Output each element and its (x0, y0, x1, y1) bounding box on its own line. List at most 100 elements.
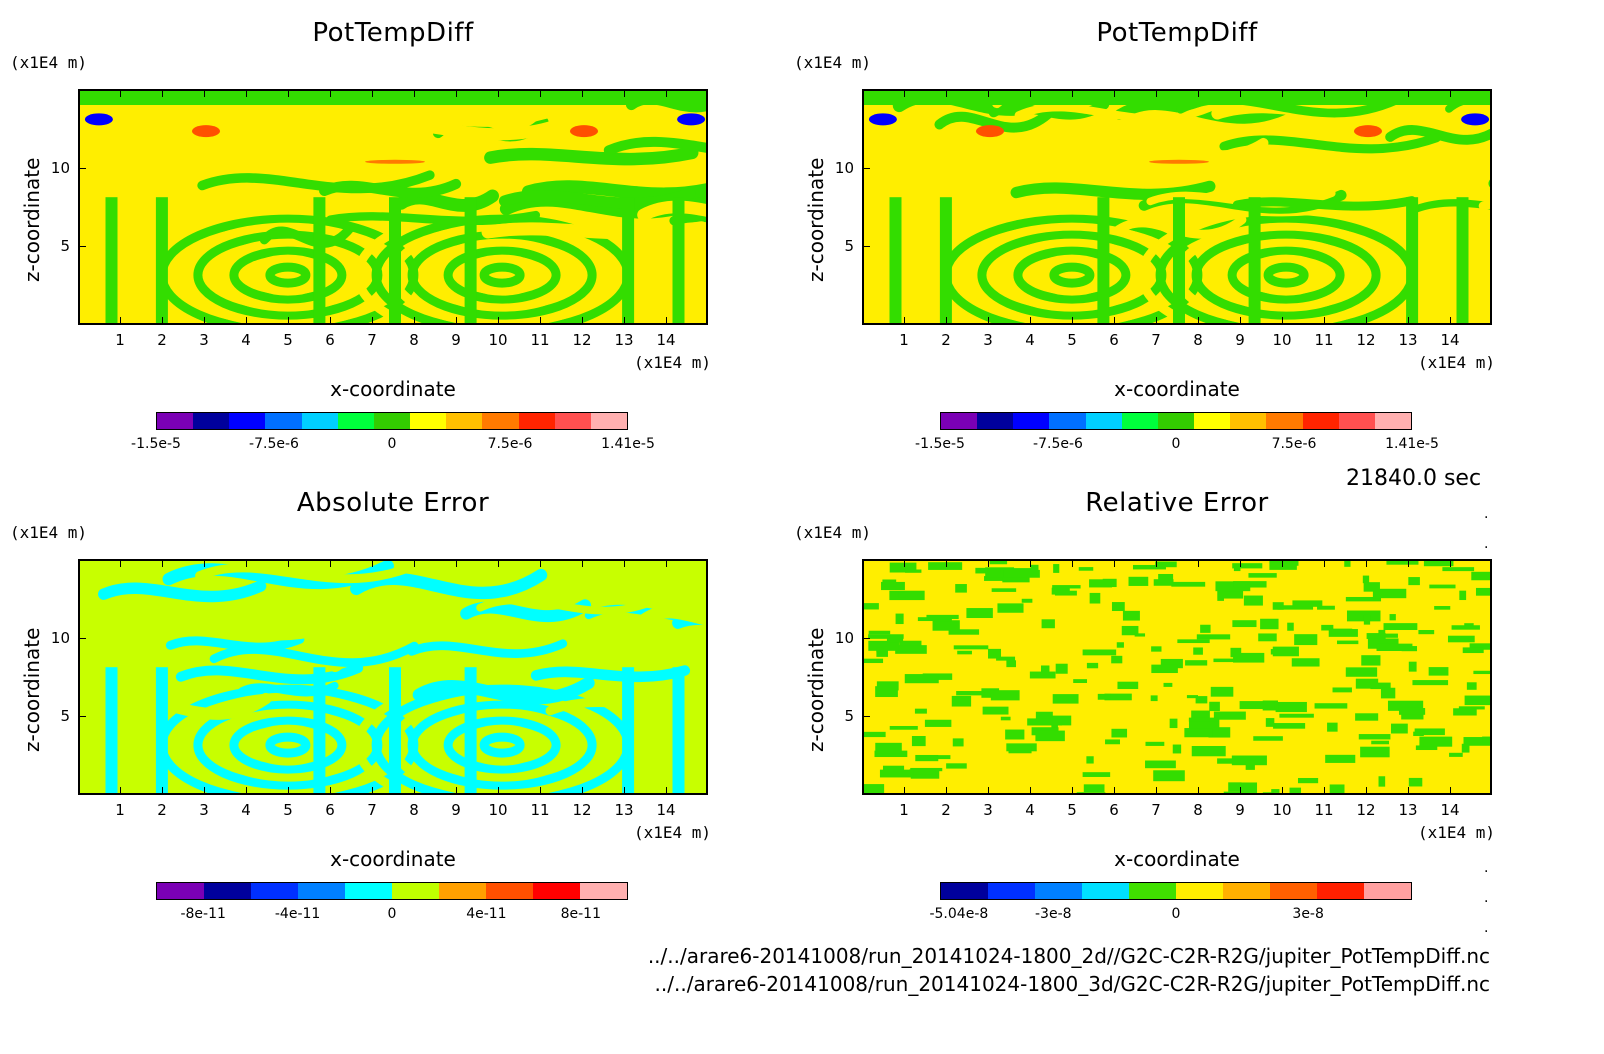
noise-patch (911, 735, 926, 747)
noise-patch (1370, 682, 1391, 690)
contour-band (498, 187, 696, 209)
colorbar-segment (1364, 883, 1411, 899)
x-tick-mark (624, 89, 625, 97)
noise-patch (1228, 782, 1242, 792)
noise-patch (1116, 642, 1124, 648)
noise-patch (1291, 658, 1320, 667)
noise-patch (1089, 592, 1101, 604)
noise-patch (1008, 745, 1032, 754)
x-tick-mark (1030, 317, 1031, 325)
noise-patch (1463, 737, 1490, 746)
contour-band (407, 700, 597, 790)
x-tick-label: 3 (199, 331, 209, 349)
noise-patch (864, 731, 886, 738)
x-tick-mark (1408, 317, 1409, 325)
noise-patch (953, 645, 989, 650)
noise-patch (932, 620, 960, 631)
noise-patch (1233, 566, 1241, 572)
contour-band (622, 197, 635, 323)
noise-patch (1391, 723, 1408, 734)
noise-patch (1265, 718, 1275, 727)
noise-patch (1208, 727, 1231, 738)
noise-patch (1434, 606, 1451, 610)
x-tick-label: 4 (241, 801, 251, 819)
contour-band (1456, 197, 1469, 323)
x-tick-label: 7 (367, 801, 377, 819)
x-tick-mark (498, 559, 499, 567)
x-tick-mark (372, 89, 373, 97)
marker-dot: . (1484, 536, 1489, 552)
x-tick-label: 14 (656, 801, 676, 819)
x-tick-mark (246, 89, 247, 97)
noise-patch (1002, 574, 1030, 583)
x-tick-mark (204, 787, 205, 795)
x-tick-mark (1030, 559, 1031, 567)
colorbar-label: -1.5e-5 (131, 436, 181, 452)
noise-patch (990, 690, 1020, 701)
noise-patch (1376, 643, 1413, 651)
noise-patch (889, 562, 917, 573)
noise-patch (1035, 730, 1065, 742)
contour-band (545, 697, 706, 719)
x-tick-mark (120, 89, 121, 97)
x-tick-label: 10 (1272, 331, 1292, 349)
x-tick-label: 5 (1067, 801, 1077, 819)
noise-patch (948, 629, 980, 635)
contour-band (257, 147, 426, 167)
contour-band (622, 667, 635, 793)
noise-patch (889, 590, 925, 601)
colorbar-segment (392, 883, 439, 899)
contour-band (479, 262, 525, 288)
x-tick-mark (904, 317, 905, 325)
contour-band (1014, 133, 1126, 149)
noise-patch (868, 630, 891, 635)
colorbar-segment (1035, 883, 1082, 899)
noise-patch (1150, 695, 1158, 702)
colorbar-segment (1317, 883, 1364, 899)
x-tick-label: 7 (367, 331, 377, 349)
contour-band (265, 262, 311, 288)
noise-patch (1052, 694, 1079, 704)
noise-patch (1429, 584, 1456, 589)
contour-band (1013, 246, 1131, 304)
contour-band (1049, 262, 1095, 288)
colorbar-segment (977, 413, 1014, 429)
y-axis-label: z-coordinate (20, 627, 44, 752)
contour-band (425, 708, 579, 782)
x-tick-mark (540, 559, 541, 567)
noise-patch (882, 579, 897, 587)
noise-patch (1387, 700, 1424, 711)
x-tick-mark (456, 559, 457, 567)
x-tick-mark (204, 559, 205, 567)
noise-patch (1418, 629, 1435, 635)
colorbar-segment (1194, 413, 1231, 429)
y-tick-mark (862, 637, 870, 639)
noise-patch (1145, 760, 1176, 769)
colorbar-label: 7.5e-6 (1271, 436, 1317, 452)
noise-patch (1073, 679, 1088, 684)
contour-band (1227, 246, 1345, 304)
x-tick-label: 3 (199, 801, 209, 819)
chart-panel: PotTempDiff (x1E4 m) 1 2 3 4 5 6 7 8 9 10 11 12 13 14 5 1… (784, 0, 1564, 480)
noise-patch (1111, 655, 1123, 664)
contour-feature (84, 113, 113, 126)
colorbar-segment (518, 413, 555, 429)
x-tick-label: 8 (1193, 801, 1203, 819)
x-tick-mark (946, 317, 947, 325)
x-tick-mark (1240, 317, 1241, 325)
noise-patch (1105, 739, 1120, 745)
noise-patch (1380, 633, 1398, 638)
x-tick-mark (1366, 787, 1367, 795)
noise-patch (886, 635, 904, 643)
noise-patch (1160, 658, 1183, 669)
noise-patch (1258, 633, 1277, 642)
x-tick-mark (246, 317, 247, 325)
chart-title: PotTempDiff (312, 18, 474, 48)
noise-patch (864, 658, 884, 664)
noise-patch (1248, 573, 1277, 578)
colorbar-label: 0 (387, 906, 397, 922)
contour-band (80, 91, 706, 105)
x-tick-mark (946, 559, 947, 567)
contour-band (1263, 262, 1309, 288)
x-tick-mark (330, 317, 331, 325)
